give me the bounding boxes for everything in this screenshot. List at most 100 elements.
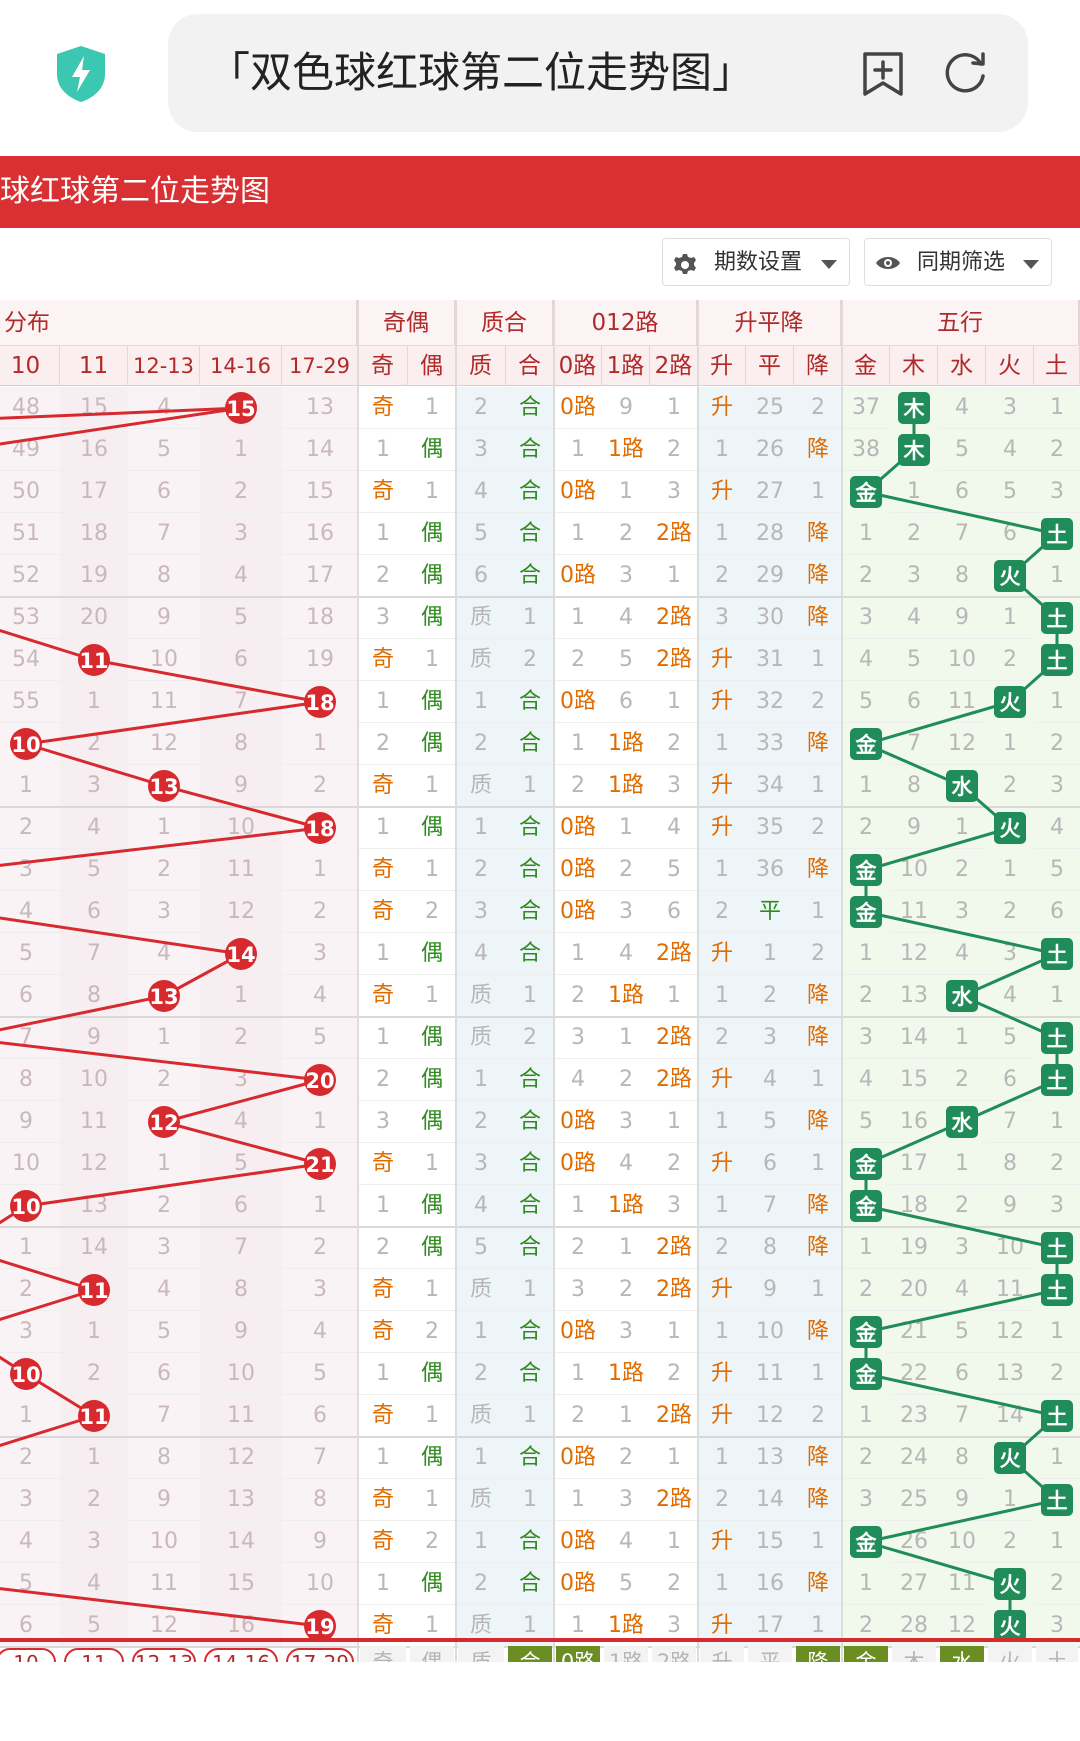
bookmark-plus-icon[interactable] — [860, 50, 906, 98]
table-cell: 2路 — [650, 1479, 698, 1521]
ball-marker — [10, 1358, 42, 1390]
table-cell: 1 — [506, 1395, 554, 1437]
table-cell: 27 — [890, 1563, 938, 1605]
period-settings-button[interactable]: 期数设置 — [662, 238, 850, 286]
table-cell: 1 — [456, 1437, 506, 1479]
table-cell: 2 — [986, 1521, 1034, 1563]
table-cell: 15 — [282, 471, 358, 513]
table-cell: 4 — [938, 1269, 986, 1311]
table-cell: 1 — [1034, 1437, 1080, 1479]
table-cell: 7 — [890, 723, 938, 765]
table-cell: 2 — [794, 387, 842, 429]
table-cell: 1路 — [602, 975, 650, 1017]
table-cell: 4 — [842, 639, 890, 681]
table-cell: 2 — [282, 891, 358, 933]
table-cell: 奇 — [358, 849, 408, 891]
group-separator — [0, 596, 1080, 598]
table-cell: 平 — [746, 891, 794, 933]
table-cell: 16 — [200, 1605, 282, 1647]
table-cell: 14 — [60, 1227, 128, 1269]
table-cell: 1路 — [602, 429, 650, 471]
table-cell: 14 — [986, 1395, 1034, 1437]
chevron-down-icon — [821, 260, 837, 269]
wuxing-label: 土 — [1047, 1405, 1068, 1429]
reload-icon[interactable] — [943, 50, 989, 96]
address-bar-text[interactable]: 「双色球红球第二位走势图」 — [208, 48, 755, 97]
table-cell: 1 — [650, 1521, 698, 1563]
browser-top-bar: 「双色球红球第二位走势图」 — [0, 0, 1080, 150]
wuxing-label: 火 — [1000, 1573, 1021, 1597]
table-cell: 6 — [938, 1353, 986, 1395]
table-cell: 2路 — [650, 639, 698, 681]
table-cell: 6 — [938, 471, 986, 513]
table-cell: 2 — [986, 639, 1034, 681]
table-cell: 合 — [506, 1521, 554, 1563]
table-cell: 6 — [200, 639, 282, 681]
table-cell: 2 — [128, 849, 200, 891]
table-cell: 6 — [890, 681, 938, 723]
table-cell: 1 — [890, 471, 938, 513]
wuxing-marker — [850, 728, 882, 760]
table-cell: 25 — [746, 387, 794, 429]
table-cell: 34 — [746, 765, 794, 807]
table-cell: 15 — [746, 1521, 794, 1563]
table-cell: 3 — [602, 891, 650, 933]
table-cell: 13 — [986, 1353, 1034, 1395]
sub-header: 偶 — [408, 346, 456, 386]
table-cell: 5 — [128, 429, 200, 471]
table-cell: 1 — [1034, 1101, 1080, 1143]
table-cell: 12 — [890, 933, 938, 975]
table-cell: 29 — [746, 555, 794, 597]
table-cell: 2 — [60, 1353, 128, 1395]
same-period-filter-button[interactable]: 同期筛选 — [864, 238, 1052, 286]
table-cell: 3 — [0, 1311, 60, 1353]
table-cell: 1 — [1034, 975, 1080, 1017]
table-cell: 3 — [554, 1269, 602, 1311]
table-cell: 2 — [128, 1059, 200, 1101]
table-cell: 1 — [554, 513, 602, 555]
table-cell: 6 — [200, 1185, 282, 1227]
table-cell: 1 — [938, 807, 986, 849]
ball-marker — [148, 1106, 180, 1138]
wuxing-line — [865, 1540, 1011, 1586]
table-cell: 2 — [1034, 1143, 1080, 1185]
table-cell: 降 — [794, 1437, 842, 1479]
table-cell: 17 — [60, 471, 128, 513]
table-cell: 2 — [554, 1395, 602, 1437]
column-background — [698, 387, 746, 1647]
table-cell: 奇 — [358, 765, 408, 807]
wuxing-label: 土 — [1047, 649, 1068, 673]
table-cell: 11 — [986, 1269, 1034, 1311]
sub-header: 12-13 — [128, 346, 200, 386]
table-cell: 合 — [506, 1437, 554, 1479]
table-cell: 1 — [1034, 681, 1080, 723]
table-cell: 质 — [456, 1269, 506, 1311]
table-cell: 30 — [746, 597, 794, 639]
table-cell: 12 — [128, 1605, 200, 1647]
table-cell: 偶 — [408, 681, 456, 723]
table-cell: 升 — [698, 681, 746, 723]
wuxing-label: 金 — [855, 1321, 878, 1345]
wuxing-marker — [1041, 1064, 1073, 1096]
sub-header: 火 — [986, 346, 1034, 386]
table-cell: 1 — [358, 681, 408, 723]
table-cell: 4 — [0, 891, 60, 933]
group-separator — [0, 806, 1080, 808]
wuxing-line — [865, 826, 1011, 872]
table-cell: 4 — [890, 597, 938, 639]
table-cell: 2 — [60, 723, 128, 765]
table-cell: 1 — [0, 1395, 60, 1437]
table-cell: 4 — [986, 429, 1034, 471]
trend-line — [163, 952, 242, 998]
table-cell: 48 — [0, 387, 60, 429]
shield-bolt-icon[interactable] — [55, 44, 107, 104]
address-bar[interactable]: 「双色球红球第二位走势图」 — [168, 14, 1028, 132]
table-cell: 14 — [890, 1017, 938, 1059]
table-cell: 合 — [506, 723, 554, 765]
column-background — [408, 387, 456, 1647]
wuxing-marker — [850, 1358, 882, 1390]
group-divider — [455, 300, 457, 1682]
table-cell: 3 — [60, 1521, 128, 1563]
table-cell: 7 — [128, 513, 200, 555]
table-cell: 4 — [554, 1059, 602, 1101]
